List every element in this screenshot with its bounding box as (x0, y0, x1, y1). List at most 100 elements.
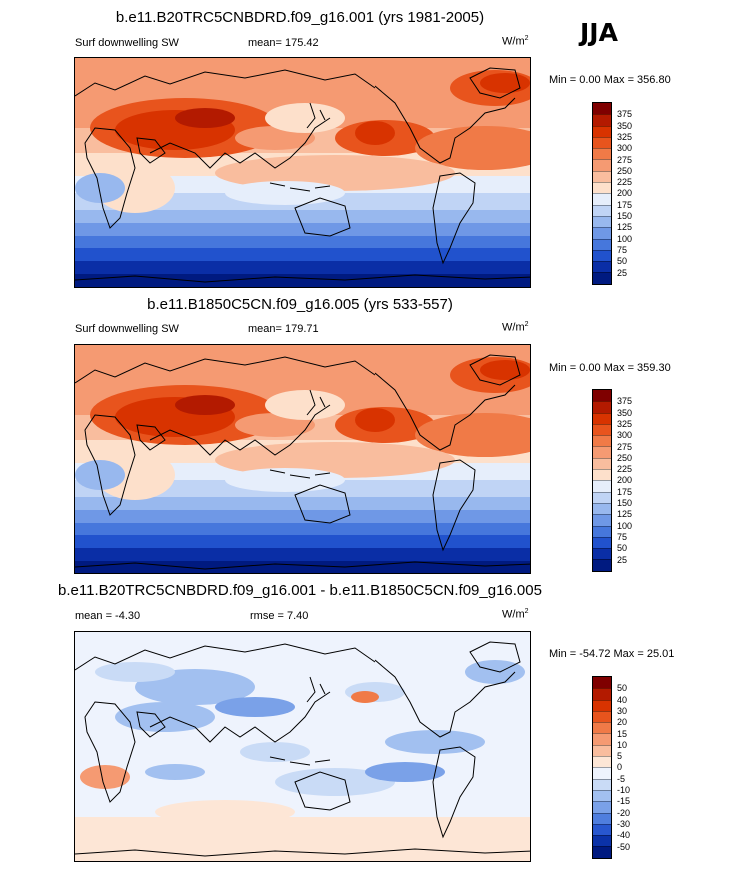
coastline (75, 69, 376, 97)
field-contour (365, 762, 445, 782)
colorbar-swatch (593, 136, 611, 149)
colorbar-tick-label: 25 (617, 267, 628, 278)
colorbar-swatch (593, 457, 611, 470)
colorbar-tick-label: 200 (617, 475, 633, 486)
colorbar-tick-label: 275 (617, 441, 633, 452)
colorbar-swatch (593, 688, 611, 700)
colorbar-swatch (593, 238, 611, 250)
colorbar-swatch (593, 148, 611, 160)
coastline (306, 676, 326, 703)
coastline (432, 172, 476, 265)
colorbar-swatch (593, 559, 611, 571)
field-contour (145, 764, 205, 780)
colorbar-swatch (593, 514, 611, 526)
field-contour (265, 390, 345, 420)
field-contour (75, 460, 125, 490)
variable-label: Surf downwelling SW (75, 37, 179, 49)
map-field (75, 58, 530, 287)
colorbar-swatch (593, 835, 611, 847)
colorbar-tick-label: 75 (617, 244, 628, 255)
field-band (75, 817, 530, 861)
colorbar-tick-label: 150 (617, 211, 633, 221)
min-max-label: Min = -54.72 Max = 25.01 (549, 648, 675, 660)
colorbar-tick-label: 125 (617, 222, 633, 233)
colorbar-swatch (593, 525, 611, 537)
colorbar-tick-label: 200 (617, 188, 633, 199)
coastline (294, 197, 351, 237)
colorbar-swatch (593, 722, 611, 734)
mean-label: mean = -4.30 (75, 610, 141, 622)
colorbar-swatch (593, 401, 611, 413)
colorbar-swatch (593, 789, 611, 802)
coastline (269, 469, 331, 479)
field-contour (95, 450, 175, 500)
colorbar-swatch (593, 846, 611, 858)
colorbar-swatch (593, 114, 611, 126)
map-field (75, 345, 530, 573)
colorbar-swatch (593, 272, 611, 284)
field-contour (480, 360, 530, 380)
colorbar-tick-label: 5 (617, 751, 623, 762)
colorbar-tick-label: 375 (617, 396, 633, 407)
coastline (306, 102, 326, 129)
field-contour (95, 163, 175, 213)
coastline (269, 756, 331, 766)
field-contour (240, 742, 310, 762)
coastline (84, 127, 136, 229)
colorbar-tick-label: 50 (617, 683, 628, 694)
field-band (75, 223, 530, 236)
coastline (374, 85, 516, 164)
colorbar-swatch (593, 204, 611, 216)
colorbar-swatch (593, 710, 611, 723)
colorbar-tick-label: -5 (617, 773, 626, 784)
colorbar-tick-label: -10 (617, 785, 631, 795)
panel-title: b.e11.B1850C5CN.f09_g16.005 (yrs 533-557… (147, 296, 453, 313)
colorbar-swatch (593, 412, 611, 424)
colorbar: 375 350 325 300 275 250 225 200 175 150 125 100 75 50… (592, 102, 632, 285)
rmse-label: rmse = 7.40 (250, 610, 309, 622)
colorbar-tick-label: 225 (617, 177, 633, 188)
colorbar-swatch (593, 801, 611, 813)
coastline (136, 137, 166, 164)
colorbar-tick-label: 50 (617, 543, 628, 554)
field-contour (351, 691, 379, 703)
field-contour (395, 788, 515, 816)
field-contour (225, 468, 345, 492)
field-contour (275, 768, 395, 796)
field-band (75, 535, 530, 548)
colorbar-swatch (593, 227, 611, 239)
coastline (149, 691, 331, 743)
coastline (374, 659, 516, 738)
field-band (75, 274, 530, 287)
colorbar-swatch (593, 491, 611, 503)
variable-label: Surf downwelling SW (75, 323, 179, 335)
colorbar-tick-label: 250 (617, 452, 633, 463)
colorbar-swatch (593, 536, 611, 549)
coastline (75, 274, 530, 283)
coastline (306, 389, 326, 416)
colorbar-swatch (593, 480, 611, 492)
colorbar-swatch (593, 502, 611, 515)
field-contour (465, 660, 525, 684)
colorbar-tick-label: 50 (617, 256, 628, 267)
min-max-label: Min = 0.00 Max = 359.30 (549, 362, 671, 374)
field-contour (415, 413, 530, 457)
coastline (136, 711, 166, 738)
colorbar-tick-label: 375 (617, 109, 633, 120)
colorbar-tick-label: 75 (617, 531, 628, 542)
colorbar-tick-label: 175 (617, 199, 633, 210)
field-contour (480, 73, 530, 93)
coastline (75, 643, 376, 671)
colorbar-swatch (593, 823, 611, 836)
field-contour (80, 765, 130, 789)
colorbar-tick-label: -40 (617, 830, 631, 841)
coastline (149, 117, 331, 169)
colorbar-swatch (593, 699, 611, 711)
field-band (75, 248, 530, 261)
colorbar-tick-label: 40 (617, 694, 628, 705)
field-band (75, 561, 530, 573)
colorbar-swatch (593, 159, 611, 171)
colorbar-tick-label: 30 (617, 705, 628, 716)
coastline (294, 771, 351, 811)
field-contour (225, 181, 345, 205)
